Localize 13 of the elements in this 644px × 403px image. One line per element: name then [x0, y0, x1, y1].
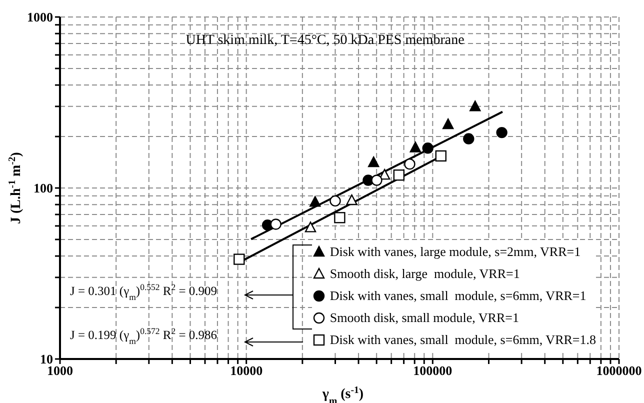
text: UHT skim milk, T=45°C, 50 kDa PES membrane — [186, 33, 464, 48]
x-tick-label: 100000 — [413, 363, 452, 378]
y-tick-label: 100 — [34, 180, 53, 196]
y-tick-label: 1000 — [27, 10, 53, 25]
legend-label: Smooth disk, small module, VRR=1 — [330, 310, 519, 326]
x-tick-label: 1000000 — [596, 363, 642, 378]
annotation: J = 0.301 (γ$_{m}$)$^{0.552}$ R$^{2}$ = 0.909 — [70, 282, 218, 302]
legend-label: Disk with vanes, small module, s=6mm, VRR=1.8 — [330, 332, 596, 348]
legend-label: Disk with vanes, small module, s=6mm, VRR=1 — [330, 288, 586, 304]
legend-label: Smooth disk, large module, VRR=1 — [330, 266, 520, 282]
legend-label: Disk with vanes, large module, s=2mm, VRR=1 — [330, 244, 581, 260]
x-tick-label: 10000 — [230, 363, 263, 378]
annotation: J = 0.199 (γ$_{m}$)$^{0.572}$ R$^{2}$ = 0.986 — [70, 326, 218, 346]
